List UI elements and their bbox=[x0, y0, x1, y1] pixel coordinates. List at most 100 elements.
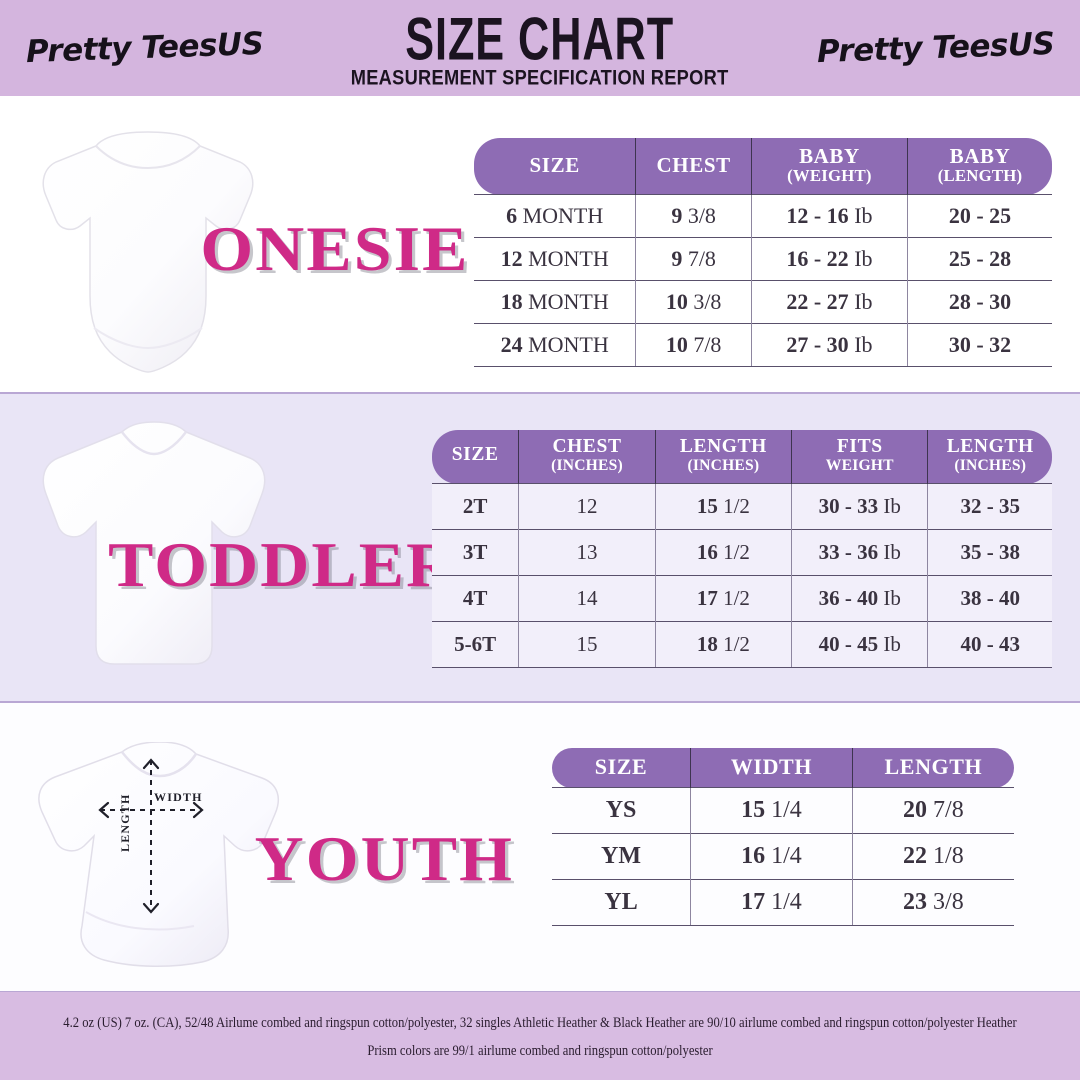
size-table-onesie: SIZE CHEST BABY (WEIGHT) BABY (LENGTH) 6 MONT… bbox=[474, 138, 1052, 368]
cell-value-primary: 17 bbox=[696, 586, 718, 611]
cell-value-secondary: Ib bbox=[848, 203, 873, 229]
cell-value-secondary: Ib bbox=[848, 332, 873, 358]
fabric-specification-text: 4.2 oz (US) 7 oz. (CA), 52/48 Airlume co… bbox=[63, 1013, 1017, 1059]
cell-value-primary: 30 - 32 bbox=[948, 332, 1012, 358]
table-cell: 40 - 45 Ib bbox=[791, 621, 928, 669]
cell-value-primary: 5-6T bbox=[454, 632, 497, 657]
table-cell: 3T bbox=[432, 529, 519, 576]
table-cell: 10 3/8 bbox=[635, 280, 752, 324]
cell-value-primary: 23 bbox=[903, 889, 928, 916]
cell-value-primary: 12 bbox=[500, 246, 523, 272]
cell-value-secondary: 1/2 bbox=[717, 586, 750, 611]
table-body: YS 15 1/4 20 7/8 YM 16 1/4 22 1/8 YL 17 1/4 23 3… bbox=[552, 787, 1014, 927]
table-cell: 12 MONTH bbox=[474, 237, 636, 281]
table-cell: 32 - 35 bbox=[927, 483, 1052, 530]
table-cell: 9 3/8 bbox=[635, 194, 752, 238]
column-header-sub: (INCHES) bbox=[954, 456, 1027, 474]
toddler-tee-image bbox=[42, 421, 266, 665]
measure-label-width: WIDTH bbox=[154, 790, 203, 804]
cell-value-primary: 22 - 27 bbox=[786, 289, 849, 315]
cell-value-secondary: 7/8 bbox=[687, 332, 722, 358]
measure-label-length: LENGTH bbox=[118, 793, 132, 852]
cell-value-secondary: 1/2 bbox=[717, 632, 750, 657]
cell-value-primary: 18 bbox=[696, 632, 718, 657]
page-title: SIZE CHART bbox=[405, 4, 675, 73]
cell-value-secondary: MONTH bbox=[522, 332, 609, 358]
table-cell: 17 1/4 bbox=[690, 879, 853, 927]
cell-value-secondary: 3/8 bbox=[927, 889, 964, 916]
cell-value-secondary: 1/4 bbox=[765, 797, 802, 824]
table-cell: 18 1/2 bbox=[654, 621, 792, 669]
column-header-chest: CHEST bbox=[635, 138, 752, 195]
column-header-sub: WEIGHT bbox=[825, 456, 894, 474]
table-cell: 22 1/8 bbox=[851, 833, 1014, 880]
cell-value-secondary: 12 bbox=[576, 494, 598, 519]
table-cell: 22 - 27 Ib bbox=[750, 280, 908, 324]
size-table-youth: SIZE WIDTH LENGTH YS 15 1/4 20 7/8 YM 16 1/4 22… bbox=[552, 748, 1014, 927]
column-header-baby: BABY (LENGTH) bbox=[906, 138, 1052, 195]
column-header-width: WIDTH bbox=[690, 748, 853, 788]
table-cell: 16 1/2 bbox=[654, 529, 792, 576]
cell-value-primary: 18 bbox=[500, 289, 523, 315]
table-cell: 28 - 30 bbox=[906, 280, 1052, 324]
table-row: 5-6T 15 18 1/2 40 - 45 Ib 40 - 43 bbox=[432, 621, 1052, 669]
cell-value-primary: 24 bbox=[500, 332, 523, 358]
cell-value-primary: 30 - 33 bbox=[818, 494, 879, 519]
footer-band: 4.2 oz (US) 7 oz. (CA), 52/48 Airlume co… bbox=[0, 992, 1080, 1080]
cell-value-primary: 12 - 16 bbox=[786, 203, 849, 229]
baby-onesie-image bbox=[42, 131, 254, 373]
cell-value-primary: 22 bbox=[903, 843, 928, 870]
cell-value-secondary: 14 bbox=[576, 586, 598, 611]
table-cell: 12 bbox=[518, 483, 656, 530]
table-cell: 23 3/8 bbox=[851, 879, 1014, 927]
table-cell: 33 - 36 Ib bbox=[791, 529, 928, 576]
cell-value-secondary: 13 bbox=[576, 540, 598, 565]
table-cell: 20 7/8 bbox=[851, 787, 1014, 834]
table-cell: 15 1/4 bbox=[690, 787, 853, 834]
cell-value-primary: 27 - 30 bbox=[786, 332, 849, 358]
cell-value-primary: 16 bbox=[696, 540, 718, 565]
cell-value-primary: 2T bbox=[462, 494, 488, 519]
table-cell: YM bbox=[552, 833, 691, 880]
cell-value-primary: YL bbox=[604, 889, 638, 916]
column-header-sub: (WEIGHT) bbox=[787, 166, 872, 186]
cell-value-primary: 32 - 35 bbox=[960, 494, 1020, 519]
cell-value-primary: 9 bbox=[671, 203, 683, 229]
table-cell: 40 - 43 bbox=[927, 621, 1052, 669]
cell-value-primary: 20 bbox=[903, 797, 928, 824]
table-cell: 6 MONTH bbox=[474, 194, 636, 238]
cell-value-primary: 15 bbox=[696, 494, 718, 519]
cell-value-secondary: Ib bbox=[878, 540, 901, 565]
table-row: 3T 13 16 1/2 33 - 36 Ib 35 - 38 bbox=[432, 529, 1052, 576]
table-cell: YS bbox=[552, 787, 691, 834]
table-cell: 13 bbox=[518, 529, 656, 576]
cell-value-secondary: MONTH bbox=[522, 246, 609, 272]
header-title-group: SIZE CHART MEASUREMENT SPECIFICATION REP… bbox=[263, 6, 816, 90]
section-divider bbox=[0, 701, 1080, 703]
cell-value-primary: 6 bbox=[506, 203, 518, 229]
table-row: 24 MONTH 10 7/8 27 - 30 Ib 30 - 32 bbox=[474, 323, 1052, 368]
table-cell: 10 7/8 bbox=[635, 323, 752, 368]
table-row: 6 MONTH 9 3/8 12 - 16 Ib 20 - 25 bbox=[474, 194, 1052, 238]
column-header-length: LENGTH bbox=[851, 748, 1014, 788]
table-header-row: SIZE CHEST BABY (WEIGHT) BABY (LENGTH) bbox=[474, 138, 1052, 195]
cell-value-primary: 10 bbox=[665, 332, 688, 358]
cell-value-primary: 40 - 45 bbox=[818, 632, 879, 657]
table-cell: 15 1/2 bbox=[654, 483, 792, 530]
table-cell: 30 - 32 bbox=[906, 323, 1052, 368]
table-cell: 14 bbox=[518, 575, 656, 622]
cell-value-secondary: 1/2 bbox=[717, 540, 750, 565]
cell-value-primary: 10 bbox=[665, 289, 688, 315]
section-label-youth: YOUTH bbox=[254, 823, 515, 894]
table-row: 4T 14 17 1/2 36 - 40 Ib 38 - 40 bbox=[432, 575, 1052, 622]
table-cell: 30 - 33 Ib bbox=[791, 483, 928, 530]
cell-value-secondary: MONTH bbox=[522, 289, 609, 315]
cell-value-secondary: Ib bbox=[878, 494, 901, 519]
table-cell: 9 7/8 bbox=[635, 237, 752, 281]
cell-value-secondary: 1/4 bbox=[765, 843, 802, 870]
cell-value-primary: 28 - 30 bbox=[948, 289, 1012, 315]
table-cell: 25 - 28 bbox=[906, 237, 1052, 281]
section-label-onesie: ONESIE bbox=[200, 213, 470, 284]
table-cell: 16 1/4 bbox=[690, 833, 853, 880]
column-header-sub: (INCHES) bbox=[687, 456, 760, 474]
